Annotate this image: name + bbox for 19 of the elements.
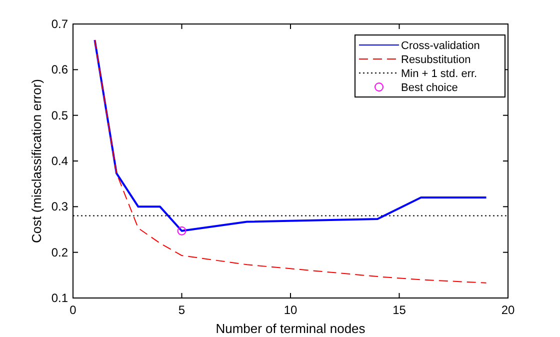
line-series bbox=[94, 39, 487, 284]
y-tick-label: 0.4 bbox=[51, 154, 68, 168]
x-tick-label: 15 bbox=[392, 303, 406, 317]
x-tick-label: 5 bbox=[178, 303, 186, 317]
y-tick-label: 0.7 bbox=[51, 17, 68, 31]
legend-label: Cross-validation bbox=[401, 40, 480, 52]
x-tick-label: 10 bbox=[284, 303, 298, 317]
legend-label: Min + 1 std. err. bbox=[401, 68, 478, 80]
x-tick-label: 20 bbox=[501, 303, 515, 317]
x-tick-label: 0 bbox=[70, 303, 77, 317]
legend-label: Best choice bbox=[401, 82, 458, 94]
y-tick-label: 0.1 bbox=[51, 291, 68, 305]
x-axis-title: Number of terminal nodes bbox=[216, 321, 366, 336]
y-axis-title: Cost (misclassification error) bbox=[29, 79, 44, 243]
y-tick-label: 0.5 bbox=[51, 108, 68, 122]
legend-label: Resubstitution bbox=[401, 54, 471, 66]
y-tick-label: 0.6 bbox=[51, 62, 68, 77]
y-tick-label: 0.2 bbox=[51, 245, 68, 260]
y-tick-label: 0.3 bbox=[51, 200, 68, 214]
